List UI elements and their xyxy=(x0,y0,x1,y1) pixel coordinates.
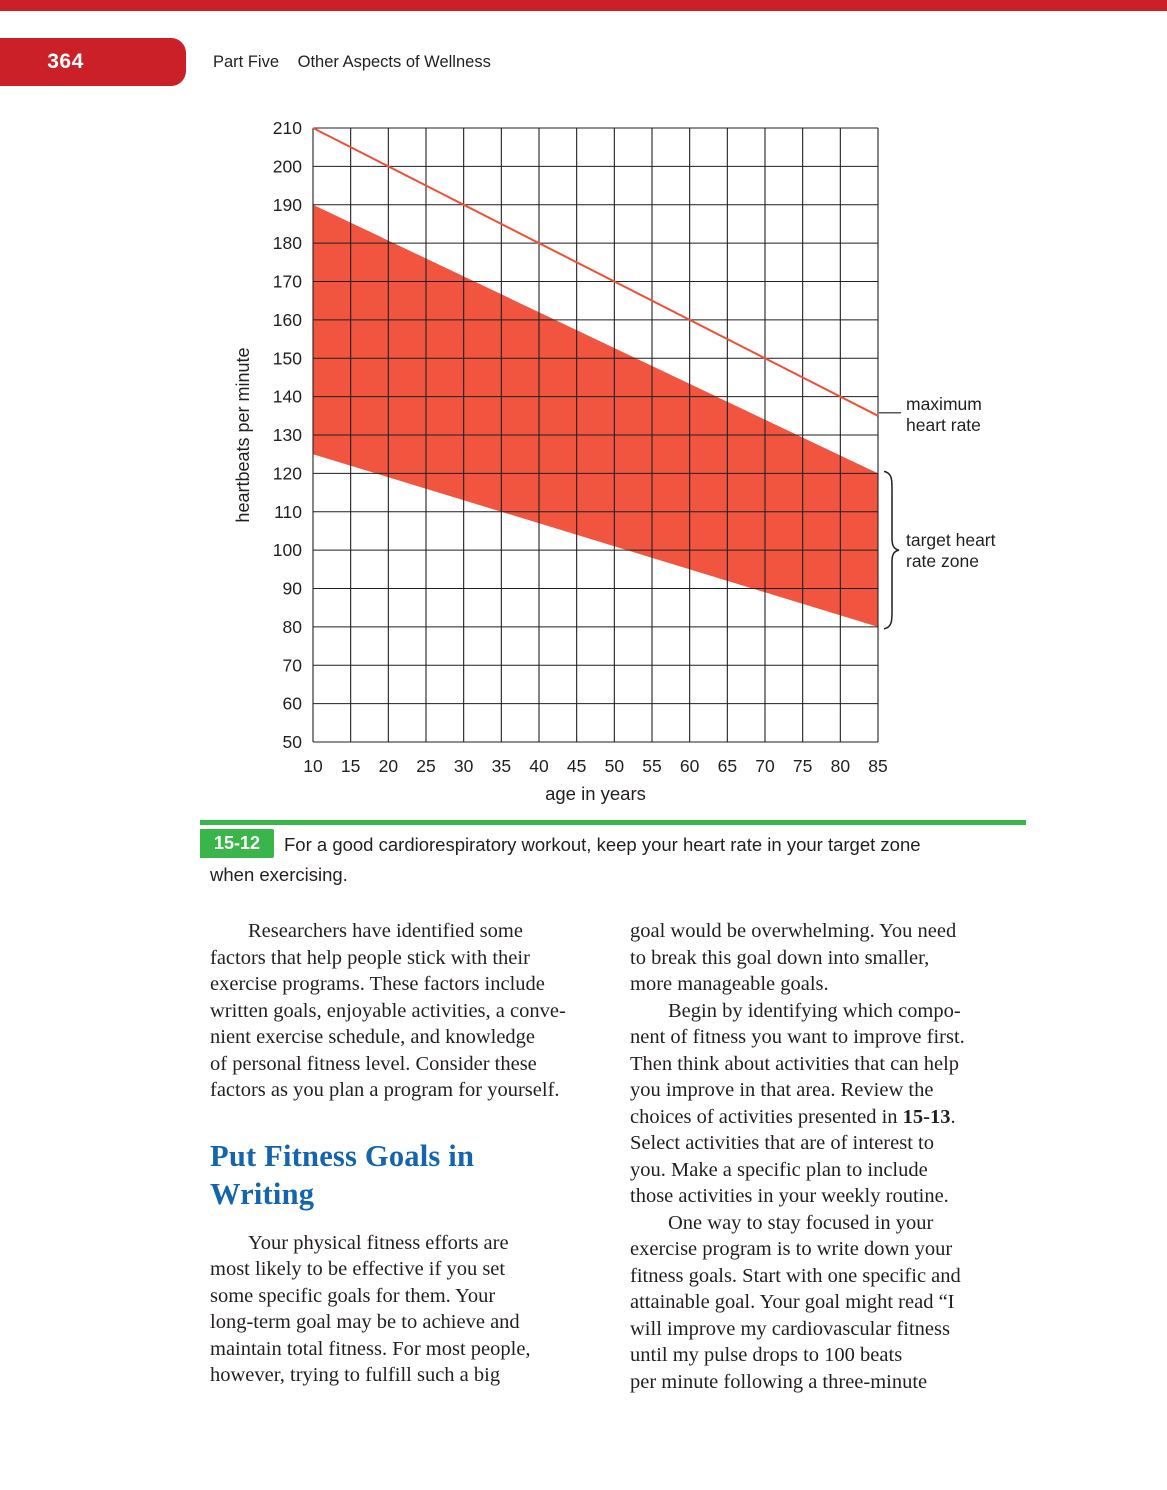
target-zone-band xyxy=(313,204,878,627)
y-tick-label: 190 xyxy=(273,195,302,215)
text-line: maintain total fitness. For most people, xyxy=(210,1337,531,1360)
text-line: nient exercise schedule, and knowledge xyxy=(210,1026,536,1048)
text-line: attainable goal. Your goal might read “I xyxy=(630,1291,955,1313)
x-tick-label: 60 xyxy=(680,756,700,776)
y-tick-label: 70 xyxy=(283,655,303,675)
max-heart-rate-line xyxy=(312,127,879,417)
part-label: Part Five xyxy=(213,53,280,71)
body-column-right: goal would be overwhelming. You need to b… xyxy=(630,918,1040,1395)
body-paragraph: One way to stay focused in your exercise … xyxy=(630,1210,1040,1396)
text-line: until my pulse drops to 100 beats xyxy=(630,1344,903,1366)
text-line: however, trying to fulfill such a big xyxy=(210,1364,501,1386)
x-tick-label: 20 xyxy=(379,756,399,776)
text-line: exercise programs. These factors include xyxy=(210,973,545,995)
x-tick-label: 15 xyxy=(341,756,360,776)
text-line: exercise program is to write down your xyxy=(630,1238,953,1260)
page-top-accent-bar xyxy=(0,0,1167,11)
text-line: written goals, enjoyable activities, a c… xyxy=(210,999,566,1022)
x-tick-label: 75 xyxy=(793,756,812,776)
y-tick-label: 160 xyxy=(273,310,302,330)
max-hr-annotation: heart rate xyxy=(906,415,981,435)
y-axis-title: heartbeats per minute xyxy=(233,347,253,522)
text-line: Put Fitness Goals in xyxy=(210,1138,475,1173)
figure-divider-rule xyxy=(200,820,1026,825)
x-axis-title: age in years xyxy=(545,783,646,804)
figure-number-badge: 15-12 xyxy=(200,829,274,858)
text-line: goal would be overwhelming. You need xyxy=(630,920,957,942)
text-line: Begin by identifying which compo- xyxy=(668,999,961,1022)
y-tick-label: 50 xyxy=(283,732,303,752)
text-line: Writing xyxy=(210,1176,315,1211)
target-zone-annotation: rate zone xyxy=(906,551,979,571)
x-tick-label: 45 xyxy=(567,756,586,776)
text-line: more manageable goals. xyxy=(630,973,829,995)
heart-rate-chart: 50 60 70 80 90 100 110 120 130 140 150 160 170 180 190… xyxy=(233,118,996,804)
text-line: you. Make a specific plan to include xyxy=(630,1158,928,1181)
body-paragraph: Your physical fitness efforts are most li… xyxy=(210,1230,620,1389)
x-tick-label: 85 xyxy=(868,756,887,776)
running-head: Part Five Other Aspects of Wellness xyxy=(213,53,491,72)
target-zone-brace xyxy=(883,470,900,630)
max-hr-annotation: maximum xyxy=(906,394,982,414)
text-line: fitness goals. Start with one specific a… xyxy=(630,1264,961,1287)
text-line: Then think about activities that can hel… xyxy=(630,1052,960,1075)
body-paragraph: Begin by identifying which compo-nent of… xyxy=(630,998,1040,1210)
y-tick-label: 170 xyxy=(273,272,302,292)
y-tick-label: 130 xyxy=(273,425,302,445)
text-line: per minute following a three-minute xyxy=(630,1370,928,1393)
x-tick-label: 80 xyxy=(831,756,851,776)
page-number-tab: 364 xyxy=(0,38,186,86)
y-tick-label: 180 xyxy=(273,233,302,253)
x-tick-label: 30 xyxy=(454,756,474,776)
section-heading: Put Fitness Goals in Writing xyxy=(210,1137,620,1213)
x-tick-label: 70 xyxy=(755,756,775,776)
text-line: will improve my cardiovascular fitness xyxy=(630,1317,950,1340)
x-tick-label: 10 xyxy=(303,756,323,776)
part-title: Other Aspects of Wellness xyxy=(297,53,491,71)
y-tick-label: 140 xyxy=(273,387,302,407)
y-tick-label: 100 xyxy=(273,540,302,560)
text-line: of personal fitness level. Consider thes… xyxy=(210,1052,537,1075)
text-line: some specific goals for them. Your xyxy=(210,1284,496,1307)
y-tick-label: 110 xyxy=(274,502,302,522)
figure-caption-text-2: when exercising. xyxy=(210,864,348,885)
text-line: Select activities that are of interest t… xyxy=(630,1132,934,1154)
text-line: Your physical fitness efforts are xyxy=(248,1231,509,1254)
text-line: factors as you plan a program for yourse… xyxy=(210,1079,560,1101)
target-zone-annotation: target heart xyxy=(906,530,996,550)
text-line: those activities in your weekly routine. xyxy=(630,1185,949,1207)
y-tick-label: 90 xyxy=(283,579,303,599)
x-tick-label: 40 xyxy=(529,756,549,776)
text-line: most likely to be effective if you set xyxy=(210,1258,506,1280)
text-line: nent of fitness you want to improve firs… xyxy=(630,1026,965,1048)
body-paragraph: goal would be overwhelming. You need to b… xyxy=(630,918,1040,998)
y-tick-label: 60 xyxy=(283,694,303,714)
text-line: One way to stay focused in your xyxy=(668,1211,934,1234)
y-tick-label: 210 xyxy=(273,118,302,138)
y-tick-label: 150 xyxy=(273,348,302,368)
y-tick-label: 200 xyxy=(273,156,302,176)
body-paragraph: Researchers have identified some factors … xyxy=(210,918,620,1104)
y-tick-label: 120 xyxy=(273,463,302,483)
heart-rate-chart-svg: 50 60 70 80 90 100 110 120 130 140 150 160 170 180 190… xyxy=(233,118,996,804)
text-line: choices of activities presented in 15-13… xyxy=(630,1105,956,1128)
text-line: Researchers have identified some xyxy=(248,920,523,942)
x-tick-label: 55 xyxy=(642,756,661,776)
figure-caption-text: For a good cardiorespiratory workout, ke… xyxy=(284,834,921,855)
text-line: you improve in that area. Review the xyxy=(630,1079,934,1101)
x-tick-label: 35 xyxy=(492,756,511,776)
page-number: 364 xyxy=(47,50,84,73)
x-tick-label: 50 xyxy=(605,756,625,776)
x-tick-label: 25 xyxy=(416,756,435,776)
x-tick-label: 65 xyxy=(718,756,737,776)
figure-caption: 15-12 For a good cardiorespiratory worko… xyxy=(200,829,1040,889)
y-tick-label: 80 xyxy=(283,617,303,637)
text-line: to break this goal down into smaller, xyxy=(630,946,930,969)
body-column-left: Researchers have identified some factors … xyxy=(210,918,620,1389)
text-line: factors that help people stick with thei… xyxy=(210,946,530,969)
text-line: long-term goal may be to achieve and xyxy=(210,1311,520,1333)
